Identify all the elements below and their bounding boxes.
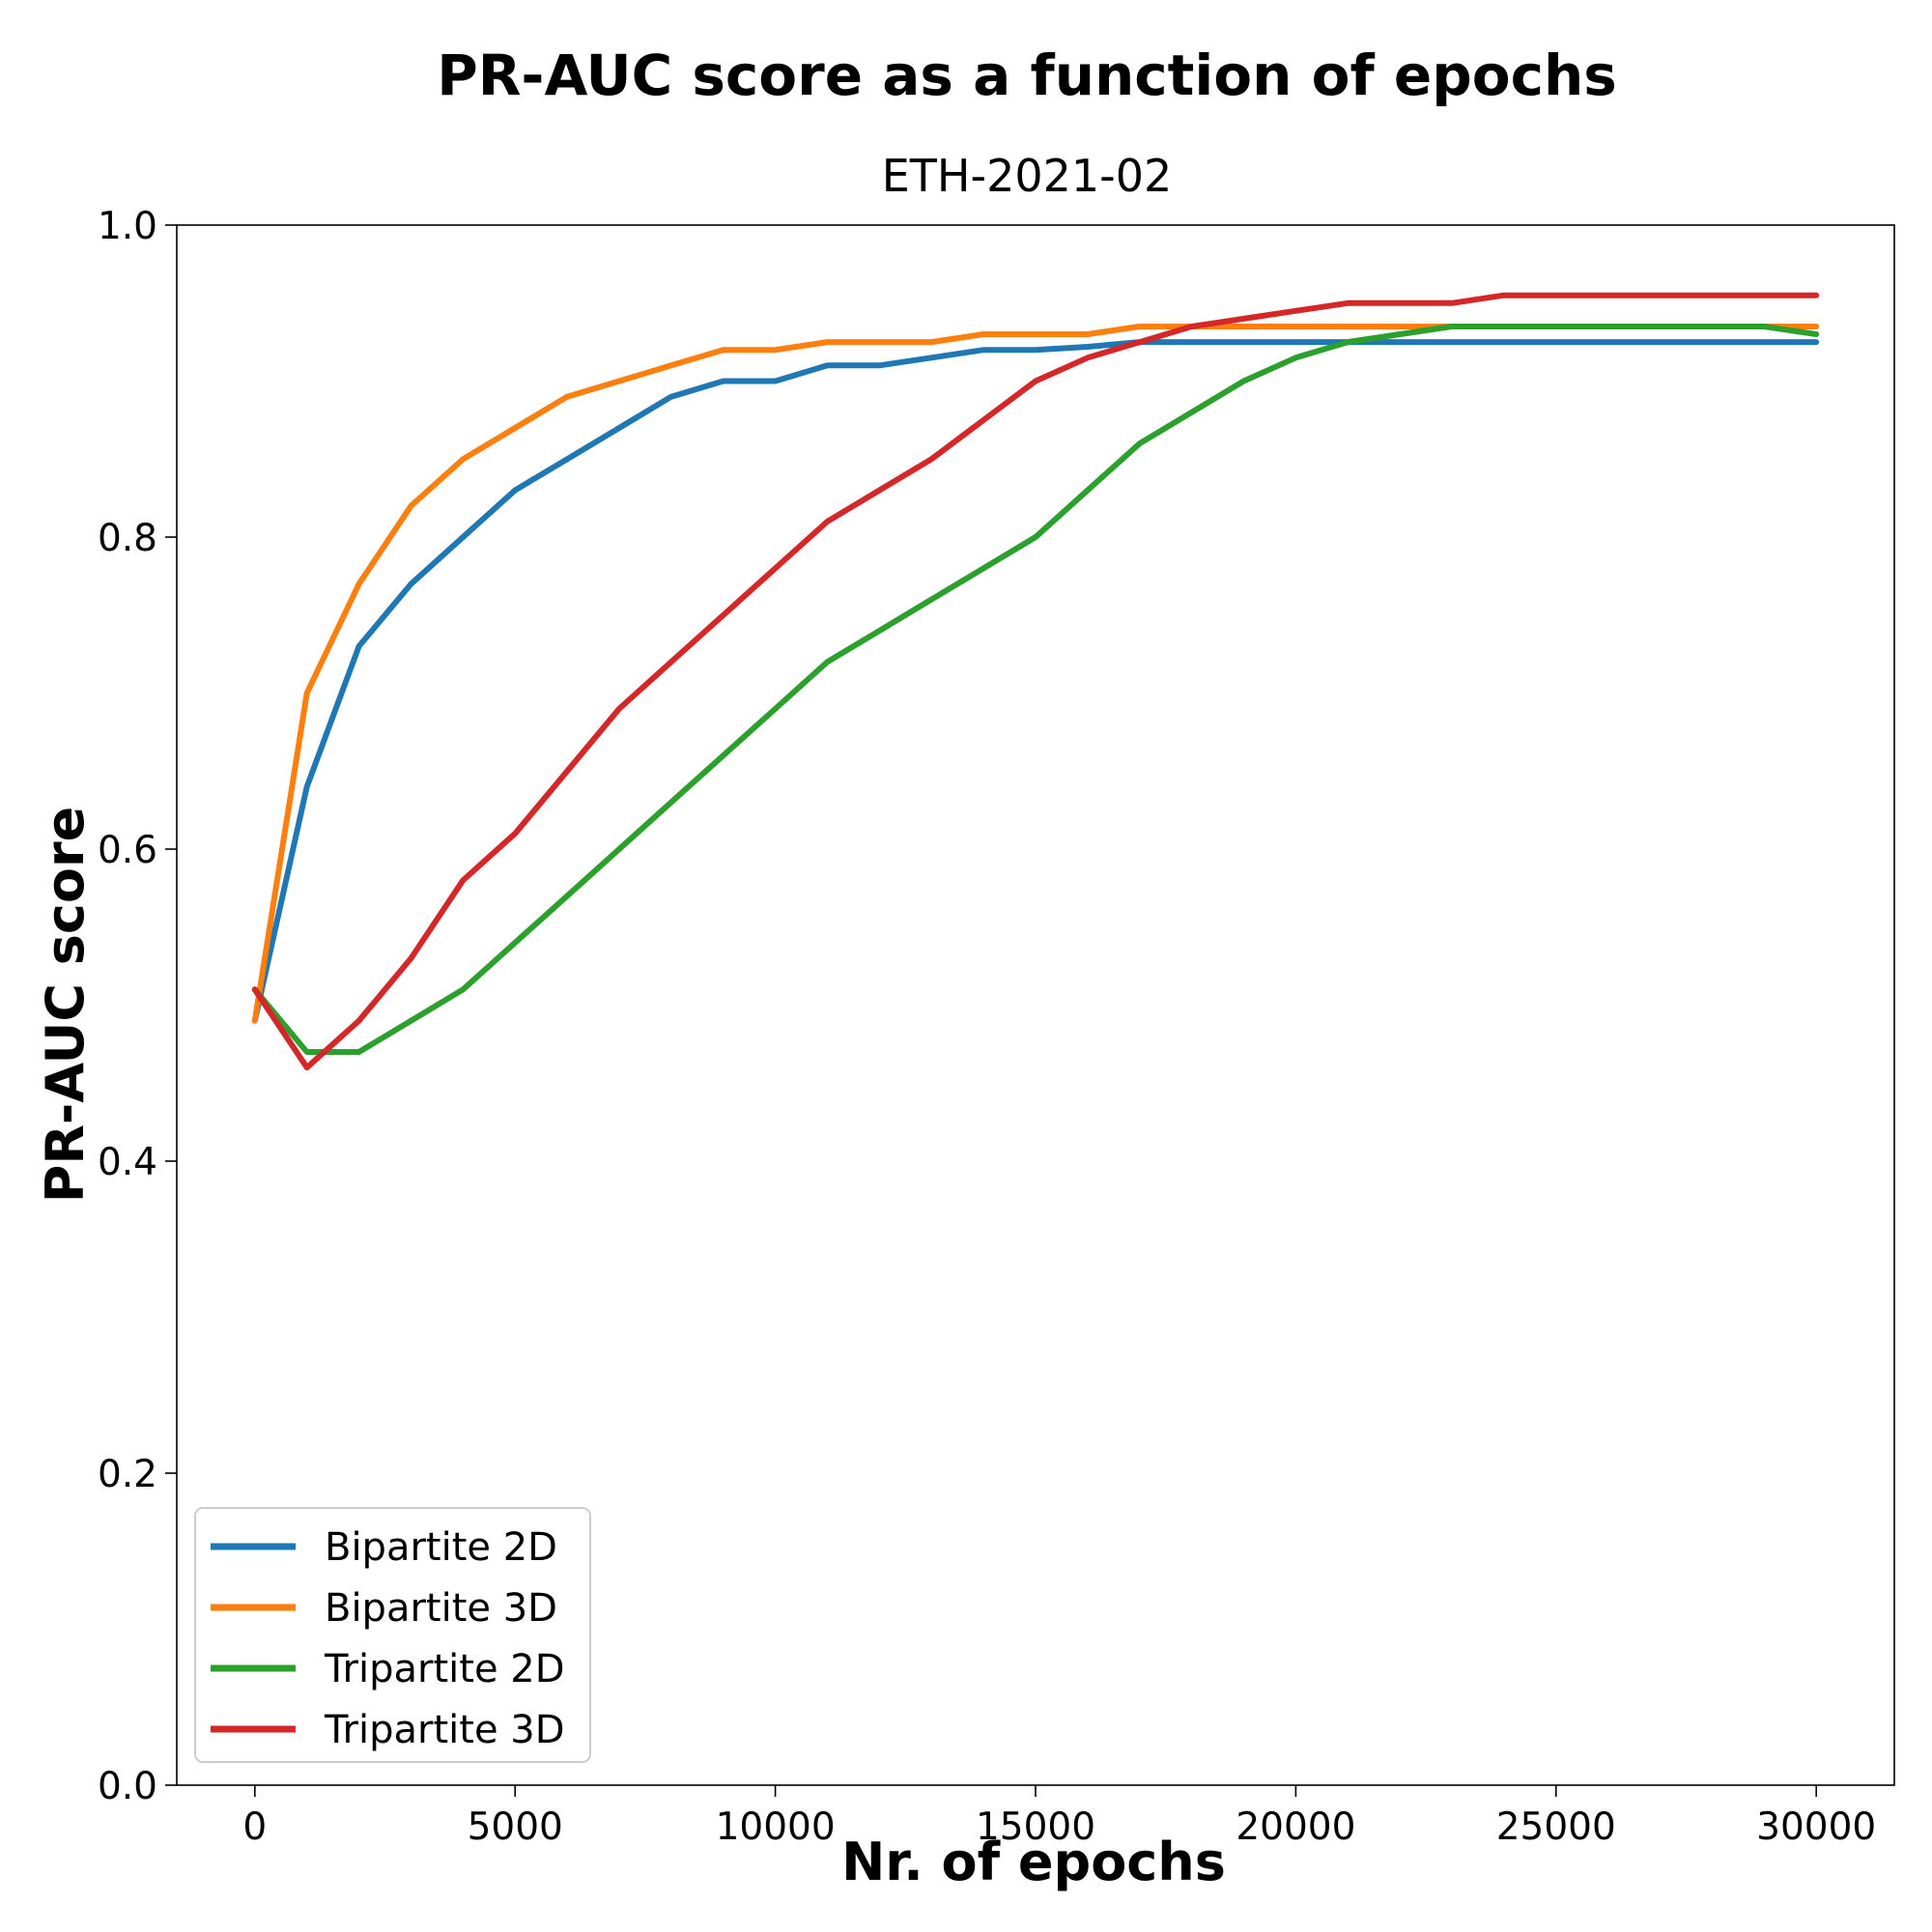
legend-label-tripartite-3d: Tripartite 3D (324, 1708, 565, 1752)
y-tick-label: 0.6 (98, 829, 157, 872)
series-line-bipartite-2d (251, 339, 1820, 1024)
x-tick-label: 20000 (1236, 1805, 1355, 1849)
y-tick-label: 0.8 (98, 517, 157, 560)
legend-label-bipartite-2d: Bipartite 2D (325, 1525, 557, 1570)
y-tick-label: 0.4 (98, 1141, 157, 1184)
legend: Bipartite 2D Bipartite 3D Tripartite 2D Tri… (194, 1507, 591, 1763)
series-line-tripartite-2d (251, 324, 1820, 1055)
x-tick-label: 25000 (1496, 1805, 1616, 1849)
series-line-tripartite-3d (251, 292, 1820, 1071)
x-tick-label: 0 (242, 1805, 267, 1849)
y-axis: 0.0 0.2 0.4 0.6 0.8 1.0 (98, 205, 177, 1808)
y-tick-label: 0.0 (98, 1765, 157, 1808)
y-axis-label: PR-AUC score (35, 807, 96, 1203)
y-tick-label: 1.0 (98, 205, 157, 248)
x-tick-label: 10000 (716, 1805, 836, 1849)
legend-box (194, 1507, 591, 1763)
series-lines (251, 292, 1820, 1071)
chart-title: PR-AUC score as a function of epochs (437, 43, 1617, 108)
x-axis: 0 5000 10000 15000 20000 25000 30000 (242, 1785, 1876, 1849)
legend-items: Bipartite 2D Bipartite 3D Tripartite 2D Tri… (211, 1525, 565, 1752)
legend-label-tripartite-2d: Tripartite 2D (324, 1647, 565, 1691)
legend-label-bipartite-3d: Bipartite 3D (325, 1586, 557, 1631)
chart-subtitle: ETH-2021-02 (882, 150, 1173, 202)
y-tick-label: 0.2 (98, 1453, 157, 1496)
x-axis-label: Nr. of epochs (841, 1832, 1226, 1892)
x-tick-label: 15000 (976, 1805, 1095, 1849)
x-tick-label: 30000 (1756, 1805, 1876, 1849)
x-tick-label: 5000 (468, 1805, 563, 1849)
